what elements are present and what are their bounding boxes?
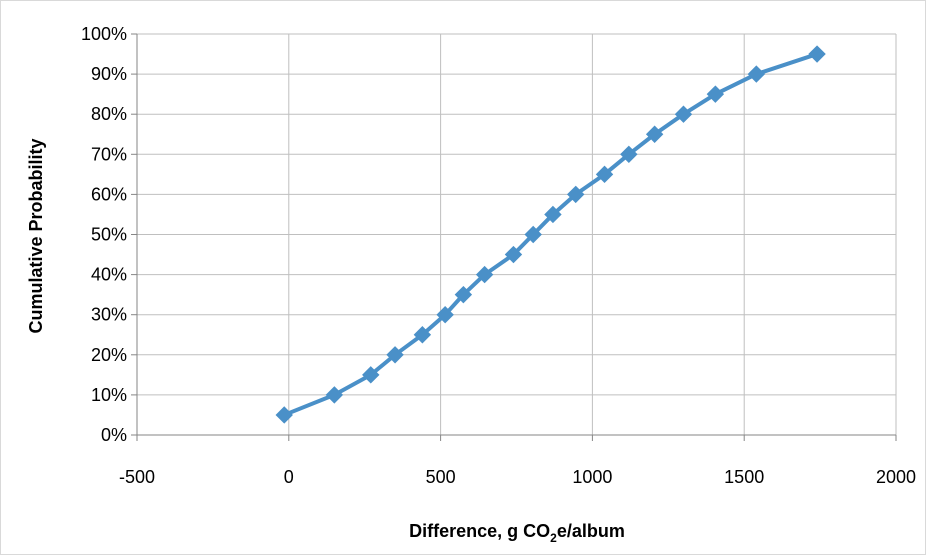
data-point-diamond [544, 205, 562, 224]
data-point-diamond [595, 165, 614, 184]
x-tick-label: 1000 [572, 467, 612, 487]
y-tick-label: 100% [81, 24, 127, 44]
y-tick-label: 30% [91, 305, 127, 325]
x-axis-title: Difference, g CO2e/album [409, 521, 625, 545]
tick-labels: 0% 10% 20% 30% 40% 50% 60% 70% 80% 90% 100% -500 0 50… [81, 24, 916, 487]
y-tick-label: 10% [91, 385, 127, 405]
data-point-diamond [524, 225, 542, 244]
gridlines [137, 33, 897, 435]
data-point-diamond [566, 185, 585, 204]
data-point-diamond [454, 285, 473, 304]
data-point-diamond [706, 85, 725, 103]
y-tick-label: 50% [91, 225, 127, 245]
y-tick-label: 20% [91, 345, 127, 365]
x-axis-title-subscript: 2 [550, 531, 557, 545]
x-tick-label: -500 [119, 467, 155, 487]
data-point-diamond [747, 65, 766, 83]
y-axis-title: Cumulative Probability [26, 138, 46, 333]
data-point-diamond [386, 346, 404, 364]
x-tick-label: 1500 [724, 467, 764, 487]
axes [131, 33, 897, 441]
data-point-diamond [475, 265, 494, 284]
x-tick-label: 2000 [876, 467, 916, 487]
data-point-diamond [504, 245, 523, 264]
series-cumulative-probability [275, 45, 826, 424]
x-tick-label: 0 [284, 467, 294, 487]
data-point-diamond [674, 105, 693, 123]
data-point-diamond [436, 305, 454, 324]
data-point-diamond [275, 406, 293, 424]
data-point-diamond [645, 125, 664, 143]
x-axis-title-part-1: Difference, g CO [409, 521, 550, 541]
data-point-diamond [325, 386, 344, 404]
y-tick-label: 80% [91, 104, 127, 124]
y-tick-label: 40% [91, 265, 127, 285]
data-point-diamond [362, 366, 380, 384]
x-axis-title-part-2: e/album [557, 521, 625, 541]
y-tick-label: 90% [91, 64, 127, 84]
data-point-diamond [808, 45, 826, 63]
data-point-diamond [620, 145, 638, 164]
y-tick-label: 70% [91, 144, 127, 164]
y-tick-label: 0% [101, 425, 127, 445]
y-tick-label: 60% [91, 184, 127, 204]
data-point-diamond [413, 326, 432, 344]
x-tick-label: 500 [426, 467, 456, 487]
